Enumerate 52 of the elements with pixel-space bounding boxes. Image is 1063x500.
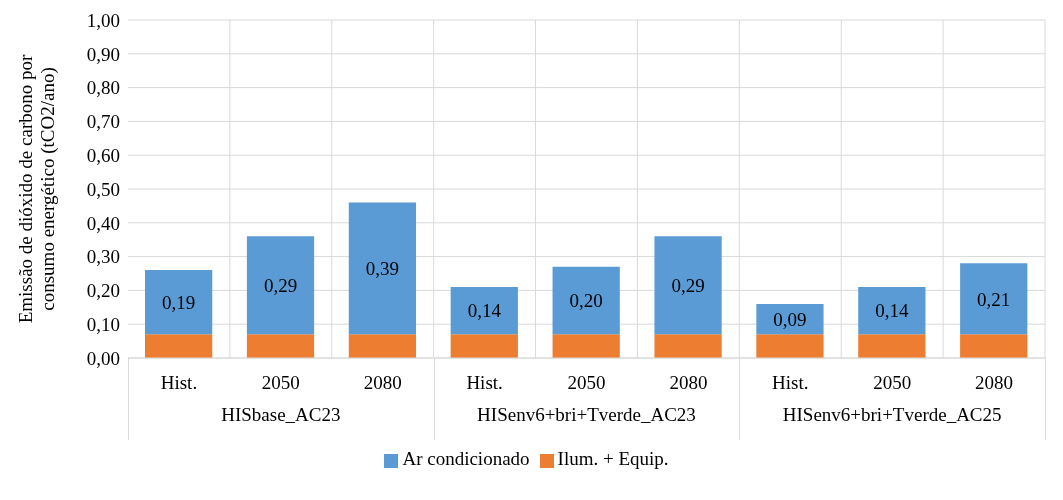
bar	[654, 334, 722, 358]
text: HISenv6+bri+Tverde_AC23	[476, 404, 697, 426]
bar	[450, 334, 518, 358]
data-label: 0,29	[671, 275, 705, 297]
data-label: 0,14	[875, 300, 909, 322]
bar	[145, 270, 213, 335]
data-label: 0,21	[977, 288, 1011, 310]
text: HISbase_AC23	[220, 404, 342, 426]
legend-label: Ar condicionado	[402, 448, 530, 469]
data-label: 0,14	[467, 300, 502, 322]
bar	[348, 334, 417, 358]
bar	[552, 334, 620, 358]
data-label: 0,39	[365, 258, 400, 280]
bar	[960, 263, 1028, 335]
x-tick-label: 2050	[873, 372, 912, 394]
data-label: 0,29	[263, 275, 298, 297]
y-tick-label: 0,60	[86, 144, 120, 166]
bar	[552, 266, 620, 335]
data-label: 0,20	[569, 290, 603, 312]
y-tick-label: 0,90	[86, 43, 120, 65]
data-label: 0,19	[162, 291, 196, 313]
bar	[348, 202, 417, 335]
x-tick-label: Hist.	[160, 372, 198, 394]
bar	[960, 334, 1028, 358]
y-tick-label: 0,40	[86, 212, 120, 234]
bar	[654, 236, 722, 335]
x-tick-label: Hist.	[772, 372, 809, 394]
y-axis-title: Emissão de dióxido de carbono por consumo energético (tCO2/ano)	[15, 54, 60, 324]
data-label: 0,09	[773, 308, 807, 330]
bar	[246, 236, 315, 335]
y-tick-label: 0,00	[86, 347, 120, 369]
y-tick-label: 0,80	[86, 77, 120, 99]
text: HISenv6+bri+Tverde_AC25	[781, 404, 1003, 426]
legend-label: Ilum. + Equip.	[557, 448, 669, 469]
bar	[858, 334, 926, 358]
bar	[145, 334, 213, 358]
bar	[450, 287, 518, 335]
bar	[858, 287, 926, 335]
x-tick-label: 2080	[975, 372, 1014, 394]
x-tick-label: 2080	[669, 372, 708, 394]
bar	[756, 334, 824, 358]
y-tick-label: 0,30	[86, 246, 120, 268]
y-tick-label: 0,70	[86, 111, 120, 133]
y-tick-label: 0,20	[86, 280, 120, 302]
x-tick-label: 2050	[567, 372, 606, 394]
x-tick-label: 2080	[363, 372, 402, 394]
x-tick-label: Hist.	[466, 372, 503, 394]
bar	[246, 334, 315, 358]
y-tick-label: 0,10	[86, 313, 120, 335]
y-tick-label: 1,00	[86, 9, 120, 31]
y-tick-label: 0,50	[86, 178, 120, 200]
x-tick-label: 2050	[261, 372, 300, 394]
